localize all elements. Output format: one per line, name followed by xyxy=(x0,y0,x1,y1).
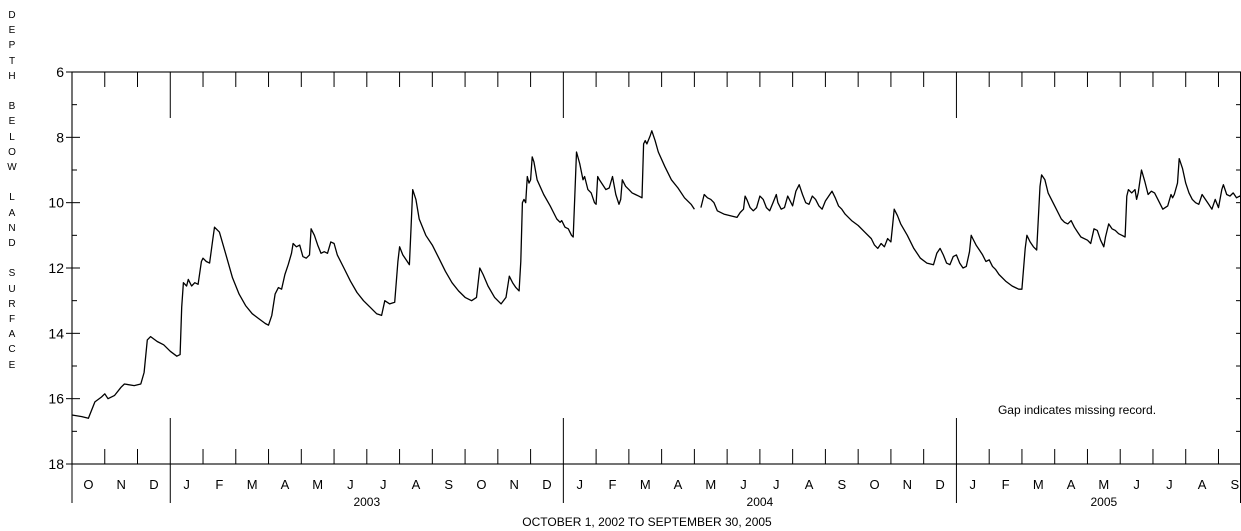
month-label: S xyxy=(444,477,453,492)
month-label: O xyxy=(83,477,93,492)
y-tick-label: 6 xyxy=(56,64,64,80)
month-label: N xyxy=(903,477,912,492)
y-tick-label: 8 xyxy=(56,129,64,145)
y-tick-label: 18 xyxy=(48,456,64,472)
month-label: F xyxy=(1002,477,1010,492)
month-label: S xyxy=(837,477,846,492)
month-label: N xyxy=(116,477,125,492)
month-label: J xyxy=(347,477,354,492)
missing-record-note: Gap indicates missing record. xyxy=(998,403,1156,417)
month-label: A xyxy=(412,477,421,492)
month-label: D xyxy=(935,477,944,492)
month-label: O xyxy=(476,477,486,492)
month-label: A xyxy=(281,477,290,492)
water-level-line xyxy=(700,157,1241,290)
month-label: M xyxy=(312,477,323,492)
x-axis-label: OCTOBER 1, 2002 TO SEPTEMBER 30, 2005 xyxy=(522,515,772,529)
month-label: D xyxy=(542,477,551,492)
month-label: J xyxy=(1133,477,1140,492)
month-label: M xyxy=(247,477,258,492)
month-label: M xyxy=(705,477,716,492)
year-labels: 2003 2004 2005 xyxy=(353,495,1117,509)
month-label: M xyxy=(640,477,651,492)
month-label: J xyxy=(970,477,977,492)
month-label: J xyxy=(183,477,190,492)
y-tick-label: 12 xyxy=(48,260,64,276)
month-label: N xyxy=(510,477,519,492)
month-label: J xyxy=(1166,477,1173,492)
month-label: A xyxy=(1198,477,1207,492)
month-label: A xyxy=(674,477,683,492)
month-label: S xyxy=(1231,477,1240,492)
month-label: J xyxy=(576,477,583,492)
month-label: M xyxy=(1098,477,1109,492)
y-tick-label: 16 xyxy=(48,391,64,407)
series-group xyxy=(71,130,1241,419)
month-label: F xyxy=(609,477,617,492)
year-label: 2005 xyxy=(1090,495,1117,509)
y-tick-labels: 6 8 10 12 14 16 18 xyxy=(48,64,64,472)
month-label: D xyxy=(149,477,158,492)
year-label: 2004 xyxy=(747,495,774,509)
y-tick-label: 14 xyxy=(48,325,64,341)
month-label: J xyxy=(773,477,780,492)
y-axis-label: D E P T H B E L O W L A N D S U R F A C … xyxy=(7,10,17,371)
month-label: A xyxy=(1067,477,1076,492)
y-tick-label: 10 xyxy=(48,195,64,211)
water-level-line xyxy=(71,130,695,419)
year-label: 2003 xyxy=(353,495,380,509)
month-label: A xyxy=(805,477,814,492)
month-label: F xyxy=(215,477,223,492)
month-label: M xyxy=(1033,477,1044,492)
month-label: J xyxy=(380,477,387,492)
month-label: O xyxy=(869,477,879,492)
month-label: J xyxy=(740,477,747,492)
